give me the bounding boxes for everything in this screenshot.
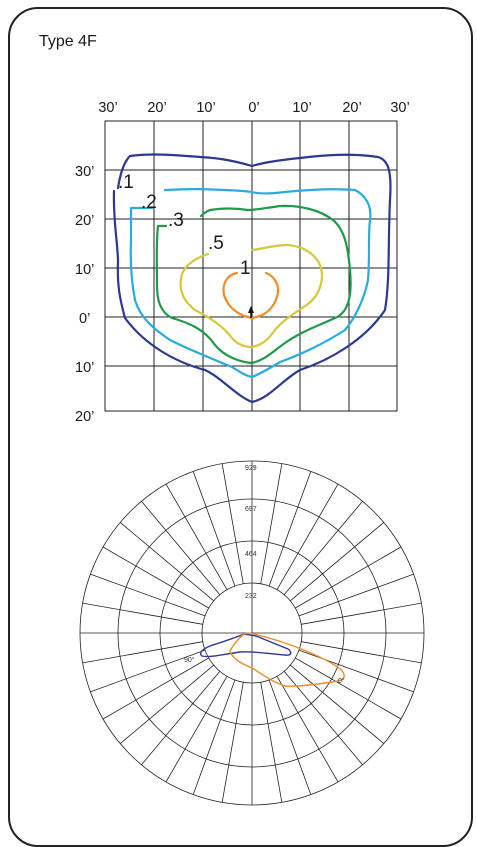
polar-spoke <box>283 500 363 595</box>
polar-spoke <box>295 546 402 609</box>
contour-label: .3 <box>168 210 184 231</box>
x-tick: 30’ <box>390 100 409 116</box>
polar-spoke <box>221 682 244 803</box>
polar-ring-labels: 929 697 464 232 <box>245 465 257 600</box>
polar-spoke <box>290 664 385 744</box>
y-tick: 20’ <box>75 409 94 425</box>
polar-spoke <box>298 573 414 617</box>
x-tick: 10’ <box>292 100 311 116</box>
contour-label: .1 <box>118 172 134 193</box>
y-axis-ticks: 30’ 20’ 10’ 0’ 10’ 20’ <box>75 164 94 425</box>
polar-spoke <box>165 676 228 783</box>
ring-label: 464 <box>245 551 257 558</box>
polar-spoke <box>82 602 203 625</box>
polar-spoke <box>119 664 214 744</box>
x-tick: 10’ <box>196 100 215 116</box>
isofootcandle-plot: 30’ 20’ 10’ 0’ 10’ 20’ 30’ 30’ 20’ 10’ 0… <box>75 100 410 425</box>
ring-label: 929 <box>245 465 257 472</box>
x-tick: 20’ <box>342 100 361 116</box>
polar-spoke <box>301 602 422 625</box>
polar-spoke <box>276 676 339 783</box>
x-axis-ticks: 30’ 20’ 10’ 0’ 10’ 20’ 30’ <box>98 100 409 116</box>
polar-spoke <box>102 546 209 609</box>
polar-spoke <box>301 641 422 664</box>
y-tick: 10’ <box>75 262 94 278</box>
contour-1 <box>222 271 280 320</box>
polar-grid <box>79 460 425 806</box>
y-tick: 30’ <box>75 164 94 180</box>
contour-0.1 <box>112 153 392 404</box>
polar-spoke <box>141 671 221 766</box>
luminaire-marker <box>248 306 254 318</box>
page-title: Type 4F <box>39 33 97 50</box>
contour-0.3 <box>155 204 352 365</box>
polar-spoke <box>268 471 312 587</box>
polar-spoke <box>295 657 402 720</box>
contour-label: 1 <box>240 258 251 279</box>
polar-spoke <box>290 522 385 602</box>
y-tick: 20’ <box>75 213 94 229</box>
polar-spoke <box>192 679 236 795</box>
polar-spoke <box>192 471 236 587</box>
contour-labels: .1 .2 .3 .5 1 <box>118 172 251 279</box>
contour-0.2 <box>129 187 372 379</box>
polar-spoke <box>102 657 209 720</box>
contour-label: .5 <box>208 233 224 254</box>
x-tick: 0’ <box>248 100 259 116</box>
polar-spoke <box>119 522 214 602</box>
polar-spoke <box>90 573 206 617</box>
polar-spoke <box>221 463 244 584</box>
polar-spoke <box>141 500 221 595</box>
polar-spoke <box>82 641 203 664</box>
vertical-candela-curve <box>199 633 292 658</box>
y-tick: 0’ <box>79 311 90 327</box>
y-tick: 10’ <box>75 360 94 376</box>
polar-plot: 929 697 464 232 90° 0° <box>79 460 425 806</box>
angle-label-90: 90° <box>184 656 195 664</box>
contour-label: .2 <box>141 192 157 213</box>
polar-spoke <box>260 682 283 803</box>
polar-spoke <box>276 483 339 590</box>
polar-spoke <box>298 649 414 693</box>
contour-0.5 <box>179 243 324 349</box>
polar-spoke <box>90 649 206 693</box>
isofootcandle-grid <box>104 120 398 412</box>
ring-label: 697 <box>245 506 257 513</box>
polar-spoke <box>260 463 283 584</box>
angle-label-0: 0° <box>338 677 345 685</box>
x-tick: 20’ <box>147 100 166 116</box>
polar-spoke <box>165 483 228 590</box>
polar-spoke <box>268 679 312 795</box>
x-tick: 30’ <box>98 100 117 116</box>
ring-label: 232 <box>245 593 257 600</box>
horizontal-candela-curve <box>229 632 345 687</box>
polar-spoke <box>283 671 363 766</box>
